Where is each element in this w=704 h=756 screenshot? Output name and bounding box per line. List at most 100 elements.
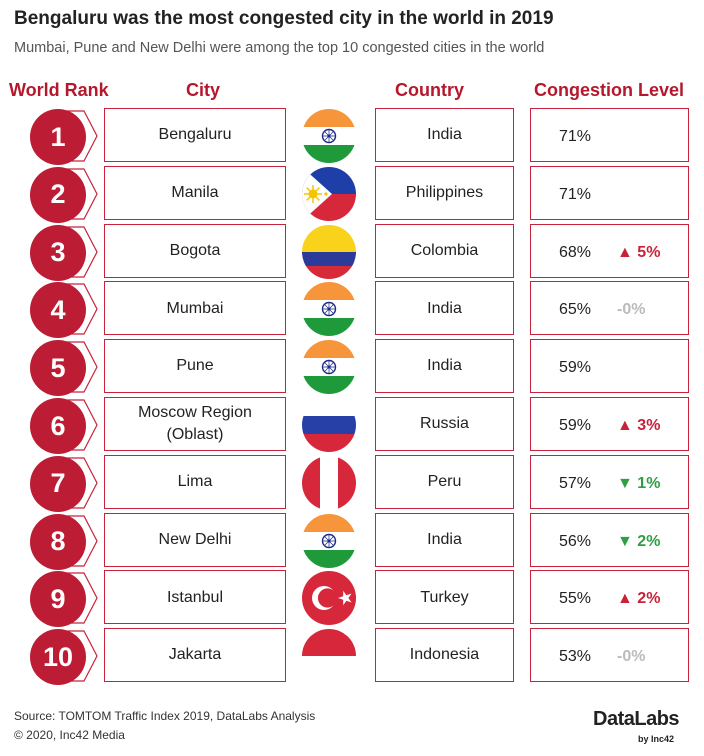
rank-badge: 2	[30, 166, 86, 223]
peru-flag-icon	[302, 455, 356, 510]
arrow-down-icon: ▼	[617, 474, 633, 492]
rank-number: 10	[42, 641, 74, 672]
congestion-value: 68%	[559, 243, 592, 261]
indonesia-flag-icon	[302, 629, 356, 684]
rank-number: 9	[50, 583, 66, 614]
congestion-cell: 68% ▲ 5%	[530, 223, 689, 278]
country-name: India	[427, 299, 462, 317]
city-cell: Bengaluru	[104, 108, 286, 162]
country-name: Turkey	[420, 588, 469, 606]
congestion-value: 53%	[559, 648, 592, 666]
city-cell: Moscow Region (Oblast)	[104, 397, 286, 451]
city-name: Pune	[176, 357, 214, 375]
copyright-note: © 2020, Inc42 Media	[14, 728, 125, 742]
country-cell: India	[375, 339, 514, 394]
chart-title: Bengaluru was the most congested city in…	[14, 8, 554, 29]
congestion-cell: 57% ▼ 1%	[530, 454, 689, 509]
chevron-right-icon	[64, 168, 98, 220]
country-name: Philippines	[405, 184, 484, 201]
rank-number: 2	[50, 179, 66, 210]
city-name: Moscow Region (Oblast)	[138, 404, 252, 443]
change-value: 1%	[637, 474, 661, 492]
congestion-cell: 71%	[530, 165, 689, 220]
city-name: Manila	[171, 184, 219, 201]
philippines-flag-icon	[302, 166, 356, 221]
table-row: 2 Manila Philippines 71%	[0, 165, 704, 223]
congestion-value: 59%	[559, 359, 592, 377]
rank-number: 3	[50, 237, 66, 268]
russia-flag-icon	[302, 398, 356, 452]
city-cell: Pune	[104, 339, 286, 394]
city-cell: Manila	[104, 165, 286, 220]
city-cell: Istanbul	[104, 570, 286, 625]
chevron-right-icon	[64, 514, 98, 567]
rank-badge: 5	[30, 340, 86, 397]
header-country: Country	[395, 80, 464, 100]
rank-number: 8	[50, 526, 66, 557]
change-up: ▲ 2%	[617, 588, 660, 610]
chevron-right-icon	[64, 630, 98, 682]
chevron-right-icon	[64, 341, 98, 393]
rank-badge: 9	[30, 571, 86, 628]
turkey-flag-icon	[302, 571, 356, 626]
city-name: New Delhi	[158, 530, 232, 548]
country-name: Colombia	[410, 241, 479, 259]
rank-number: 5	[50, 352, 66, 383]
congestion-cell: 53% -0%	[530, 628, 689, 683]
congestion-value: 55%	[559, 590, 592, 608]
change-up: ▲ 5%	[617, 242, 660, 264]
brand-logo: DataLabs	[593, 708, 680, 730]
congestion-value: 71%	[559, 128, 592, 145]
rank-badge: 1	[30, 109, 86, 165]
rank-number: 7	[50, 468, 66, 499]
country-name: Russia	[420, 415, 469, 433]
arrow-down-icon: ▼	[617, 532, 633, 550]
city-name: Mumbai	[166, 299, 224, 317]
city-name: Lima	[177, 473, 213, 490]
rank-badge: 3	[30, 224, 86, 281]
rank-number: 4	[50, 294, 66, 325]
country-name: Indonesia	[409, 646, 480, 664]
country-cell: Colombia	[375, 223, 514, 278]
country-cell: India	[375, 108, 514, 162]
country-name: India	[427, 530, 462, 548]
congestion-cell: 55% ▲ 2%	[530, 570, 689, 625]
country-cell: Peru	[375, 454, 514, 509]
rank-number: 6	[50, 410, 66, 441]
congestion-cell: 56% ▼ 2%	[530, 512, 689, 567]
rank-number: 1	[50, 121, 66, 152]
table-row: 7 Lima Peru 57% ▼ 1%	[0, 454, 704, 512]
rank-badge: 4	[30, 282, 86, 339]
change-flat: -0%	[617, 646, 645, 668]
change-value: -0%	[617, 648, 646, 666]
country-name: Peru	[427, 473, 462, 490]
change-down: ▼ 1%	[617, 473, 660, 495]
chevron-right-icon	[64, 110, 98, 162]
change-value: 2%	[637, 532, 661, 550]
congestion-cell: 59% ▲ 3%	[530, 397, 689, 451]
table-row: 5 Pune India 59%	[0, 339, 704, 397]
table-row: 1 Bengaluru India 71%	[0, 108, 704, 165]
rank-badge: 8	[30, 513, 86, 570]
country-cell: Indonesia	[375, 628, 514, 683]
chart-subtitle: Mumbai, Pune and New Delhi were among th…	[14, 40, 545, 56]
table-row: 4 Mumbai India 65% -0%	[0, 281, 704, 339]
change-value: 5%	[637, 243, 661, 261]
rank-badge: 10	[30, 629, 86, 686]
city-name: Jakarta	[168, 646, 222, 664]
rank-badge: 7	[30, 455, 86, 512]
country-cell: India	[375, 281, 514, 336]
header-city: City	[186, 80, 221, 100]
table-row: 3 Bogota Colombia 68% ▲ 5%	[0, 223, 704, 281]
chevron-right-icon	[64, 399, 98, 451]
india-flag-icon	[302, 109, 356, 163]
country-cell: Turkey	[375, 570, 514, 625]
chevron-right-icon	[64, 457, 98, 509]
country-name: India	[427, 357, 462, 375]
brand-logo-sub: by Inc42	[638, 734, 675, 744]
colombia-flag-icon	[302, 224, 356, 279]
city-cell: Lima	[104, 454, 286, 509]
city-cell: Bogota	[104, 223, 286, 278]
change-flat: -0%	[617, 299, 645, 321]
header-world-rank: World Rank	[9, 80, 109, 100]
